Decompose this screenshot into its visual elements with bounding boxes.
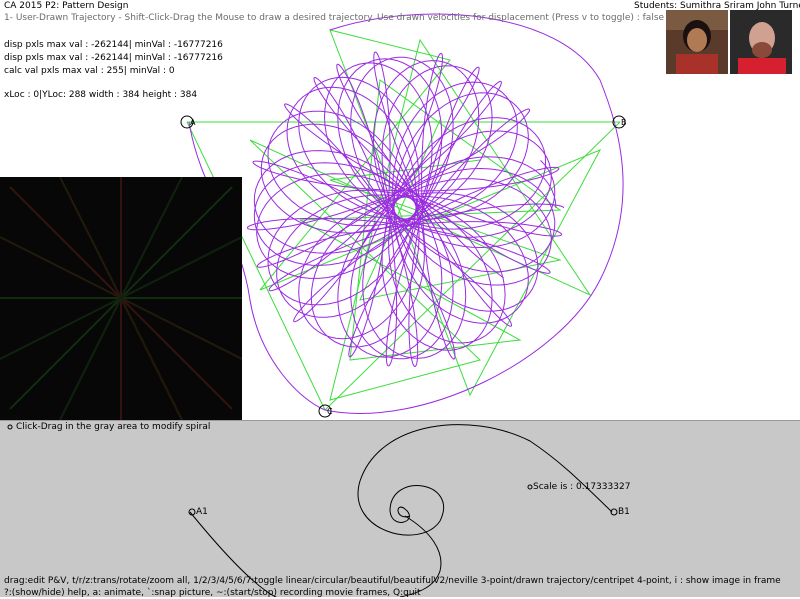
debug-line-4: xLoc : 0|YLoc: 288 width : 384 height : … <box>4 90 198 100</box>
trajectory-canvas[interactable]: A B C <box>0 0 800 420</box>
a1-handle-icon[interactable] <box>188 508 196 516</box>
help-line-2: ?:(show/hide) help, a: animate, `:snap p… <box>4 588 421 598</box>
help-line-1: drag:edit P&V, t/r/z:trans/rotate/zoom a… <box>4 576 781 586</box>
spiral-instruction: Click-Drag in the gray area to modify sp… <box>16 422 211 432</box>
spirograph-path <box>247 51 565 368</box>
point-b-marker-icon[interactable]: B <box>612 115 627 129</box>
scale-label: Scale is : 0.17333327 <box>533 482 631 492</box>
debug-line-3: calc val pxls max val : 255| minVal : 0 <box>4 66 175 76</box>
a1-label: A1 <box>196 507 208 517</box>
debug-line-2: disp pxls max val : -262144| minVal : -1… <box>4 53 223 63</box>
student-photo-1 <box>666 10 728 74</box>
point-a-marker-icon[interactable]: A <box>180 115 196 129</box>
mode-description: 1- User-Drawn Trajectory - Shift-Click-D… <box>4 13 665 23</box>
spiral-curve <box>189 424 613 597</box>
scale-handle-icon[interactable] <box>527 484 533 490</box>
app-title: CA 2015 P2: Pattern Design <box>4 1 129 11</box>
b1-handle-icon[interactable] <box>610 508 618 516</box>
trajectory-entry-curve <box>188 121 326 411</box>
purple-trajectory-loops <box>247 51 565 368</box>
trajectory-outer-arc <box>324 13 624 414</box>
b1-label: B1 <box>618 507 630 517</box>
spirograph-inner-path <box>253 56 557 360</box>
svg-text:C: C <box>327 407 333 416</box>
svg-text:A: A <box>190 118 196 127</box>
student-photo-2 <box>730 10 792 74</box>
spiral-edit-panel[interactable]: Click-Drag in the gray area to modify sp… <box>0 420 800 598</box>
point-c-marker-icon[interactable]: C <box>318 404 333 418</box>
frame-image-panel <box>0 177 242 420</box>
radial-image <box>0 177 242 420</box>
debug-line-1: disp pxls max val : -262144| minVal : -1… <box>4 40 223 50</box>
svg-text:B: B <box>621 118 627 127</box>
students-label: Students: Sumithra Sriram John Turner <box>634 1 800 11</box>
